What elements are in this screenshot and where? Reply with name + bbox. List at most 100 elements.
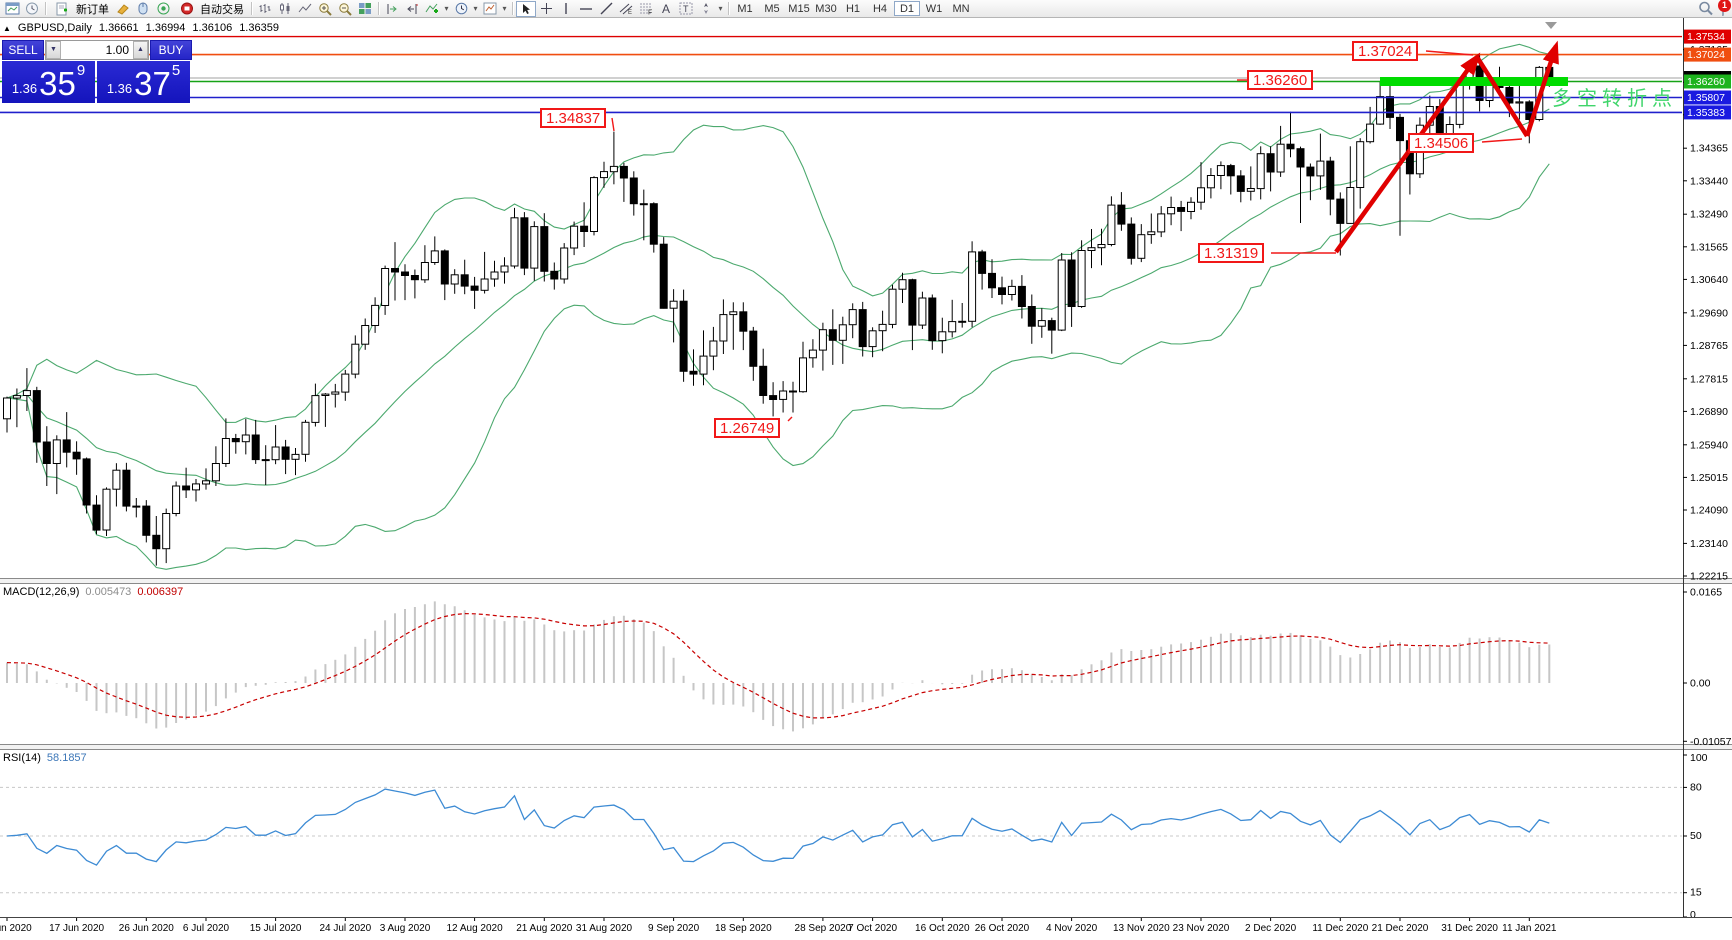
- chart-header: ▲ GBPUSD,Daily 1.36661 1.36994 1.36106 1…: [3, 22, 279, 34]
- svg-text:18 Sep 2020: 18 Sep 2020: [715, 923, 772, 934]
- trend-arrows[interactable]: [611, 40, 1559, 422]
- tile-windows-icon[interactable]: [355, 1, 375, 17]
- candlestick-series: [3, 54, 1554, 566]
- timeframe-button-MN[interactable]: MN: [948, 1, 974, 16]
- chart-shift-marker-icon[interactable]: [1545, 22, 1557, 29]
- shapes-caret[interactable]: ▾: [718, 4, 723, 13]
- chart-shift-icon[interactable]: [402, 1, 422, 17]
- timeframe-button-M15[interactable]: M15: [786, 1, 812, 16]
- svg-text:13 Nov 2020: 13 Nov 2020: [1113, 923, 1170, 934]
- buy-price-point: 5: [171, 62, 181, 79]
- svg-text:1.26890: 1.26890: [1690, 406, 1728, 418]
- price-annotation-1.37024[interactable]: 1.37024: [1352, 41, 1419, 61]
- channel-icon[interactable]: E: [616, 1, 636, 17]
- svg-text:31 Aug 2020: 31 Aug 2020: [576, 923, 633, 934]
- periods-caret[interactable]: ▾: [473, 4, 478, 13]
- volume-decrease-button[interactable]: ▼: [46, 41, 61, 59]
- timeframe-button-D1[interactable]: D1: [894, 1, 920, 16]
- timeframe-button-M5[interactable]: M5: [759, 1, 785, 16]
- bollinger-bands: [6, 43, 1550, 570]
- svg-text:1.37534: 1.37534: [1687, 31, 1725, 43]
- svg-text:0.0165: 0.0165: [1690, 587, 1722, 599]
- timeframe-button-H1[interactable]: H1: [840, 1, 866, 16]
- autotrade-icon: [177, 1, 197, 17]
- trendline-icon[interactable]: [596, 1, 616, 17]
- chart-window-icon[interactable]: [2, 1, 22, 17]
- crosshair-icon[interactable]: [536, 1, 556, 17]
- template-caret[interactable]: ▾: [502, 4, 507, 13]
- highlighter-icon[interactable]: [113, 1, 133, 17]
- svg-text:E: E: [628, 10, 632, 15]
- sound-icon[interactable]: [153, 1, 173, 17]
- fibonacci-icon[interactable]: F: [636, 1, 656, 17]
- svg-text:1.25940: 1.25940: [1690, 439, 1728, 451]
- periods-icon[interactable]: [451, 1, 471, 17]
- zoom-in-icon[interactable]: [315, 1, 335, 17]
- price-annotation-1.36260[interactable]: 1.36260: [1247, 70, 1314, 90]
- new-order-label: 新订单: [76, 3, 109, 16]
- volume-increase-button[interactable]: ▲: [133, 41, 148, 59]
- symbol-title: GBPUSD,Daily: [17, 22, 92, 34]
- svg-text:1.30640: 1.30640: [1690, 274, 1728, 286]
- svg-text:23 Nov 2020: 23 Nov 2020: [1173, 923, 1230, 934]
- indicators-icon[interactable]: [422, 1, 442, 17]
- rsi-line: [6, 788, 1550, 866]
- svg-text:24 Jul 2020: 24 Jul 2020: [319, 923, 371, 934]
- svg-text:4 Nov 2020: 4 Nov 2020: [1046, 923, 1098, 934]
- timeframe-button-M1[interactable]: M1: [732, 1, 758, 16]
- sell-price-prefix: 1.36: [11, 81, 38, 96]
- autoscroll-icon[interactable]: [382, 1, 402, 17]
- svg-text:3 Aug 2020: 3 Aug 2020: [380, 923, 431, 934]
- bar-chart-icon[interactable]: [255, 1, 275, 17]
- svg-text:16 Oct 2020: 16 Oct 2020: [915, 923, 970, 934]
- line-chart-icon[interactable]: [295, 1, 315, 17]
- volume-input[interactable]: [61, 41, 133, 59]
- history-icon[interactable]: [22, 1, 42, 17]
- horizontal-line-icon[interactable]: [576, 1, 596, 17]
- price-annotation-1.26749[interactable]: 1.26749: [714, 418, 781, 438]
- pivot-zone-label[interactable]: 多空转折点: [1552, 88, 1677, 110]
- ohlc-high: 1.36994: [145, 22, 186, 34]
- svg-text:1.27815: 1.27815: [1690, 373, 1728, 385]
- new-order-icon: [53, 1, 73, 17]
- text-label-icon[interactable]: T: [676, 1, 696, 17]
- text-icon[interactable]: A: [661, 1, 670, 16]
- timeframe-button-M30[interactable]: M30: [813, 1, 839, 16]
- search-icon[interactable]: [1696, 1, 1716, 17]
- macd-signal-value: 0.006397: [137, 586, 184, 598]
- price-annotation-1.31319[interactable]: 1.31319: [1198, 243, 1265, 263]
- price-annotation-1.34837[interactable]: 1.34837: [540, 108, 607, 128]
- mouse-icon[interactable]: [133, 1, 153, 17]
- price-annotation-1.34506[interactable]: 1.34506: [1408, 133, 1475, 153]
- buy-price-display[interactable]: 1.36 37 5: [97, 61, 190, 103]
- timeframe-button-W1[interactable]: W1: [921, 1, 947, 16]
- svg-text:2 Dec 2020: 2 Dec 2020: [1245, 923, 1297, 934]
- cursor-icon[interactable]: [516, 0, 536, 17]
- svg-text:1.31565: 1.31565: [1690, 241, 1728, 253]
- svg-text:1.23140: 1.23140: [1690, 538, 1728, 550]
- support-zone-bar[interactable]: [1380, 77, 1568, 86]
- svg-text:17 Jun 2020: 17 Jun 2020: [49, 923, 104, 934]
- candlestick-icon[interactable]: [275, 1, 295, 17]
- time-scale[interactable]: 8 Jun 2020 17 Jun 2020 26 Jun 2020 6 Jul 20…: [0, 918, 1557, 934]
- template-icon[interactable]: [480, 1, 500, 17]
- vertical-line-icon[interactable]: [556, 1, 576, 17]
- autotrade-button[interactable]: 自动交易: [173, 1, 248, 17]
- notification-icon[interactable]: 1: [1718, 0, 1731, 16]
- timeframe-button-H4[interactable]: H4: [867, 1, 893, 16]
- indicators-caret[interactable]: ▾: [444, 4, 449, 13]
- buy-button[interactable]: BUY: [150, 40, 192, 60]
- svg-text:12 Aug 2020: 12 Aug 2020: [447, 923, 504, 934]
- price-scale[interactable]: 1.371651.362401.353151.343651.334401.324…: [1683, 18, 1732, 921]
- svg-text:1.37024: 1.37024: [1687, 49, 1725, 61]
- sell-button[interactable]: SELL: [2, 40, 44, 60]
- shapes-icon[interactable]: [696, 1, 716, 17]
- new-order-button[interactable]: 新订单: [49, 1, 113, 17]
- svg-text:31 Dec 2020: 31 Dec 2020: [1441, 923, 1498, 934]
- zoom-out-icon[interactable]: [335, 1, 355, 17]
- sell-price-display[interactable]: 1.36 35 9: [2, 61, 95, 103]
- svg-text:100: 100: [1690, 752, 1708, 764]
- rsi-name: RSI(14): [3, 752, 41, 764]
